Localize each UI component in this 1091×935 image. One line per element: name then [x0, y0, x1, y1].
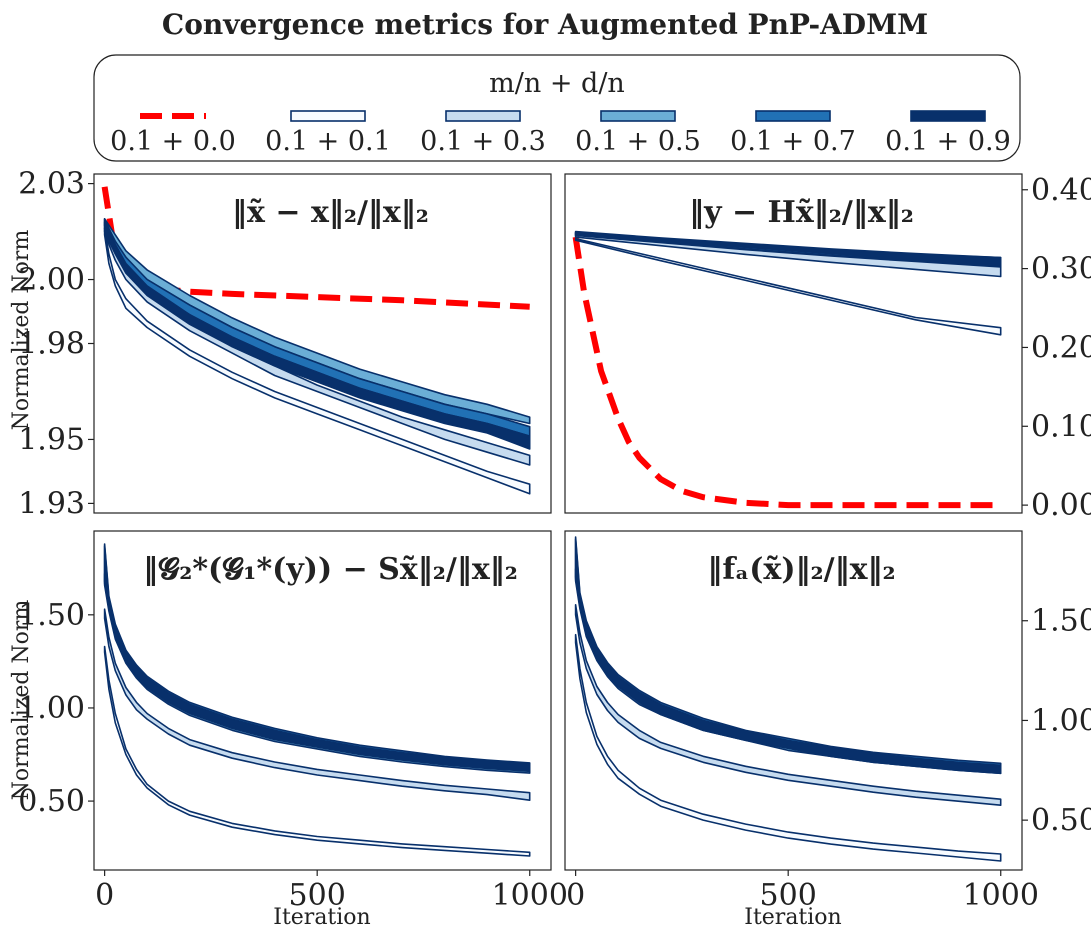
ytick-label: 0.10 — [1031, 409, 1091, 444]
ytick-label: 1.00 — [18, 691, 85, 726]
legend-swatch — [910, 110, 986, 122]
xtick-label: 0 — [566, 878, 585, 913]
ytick-label: 1.50 — [1031, 604, 1091, 639]
ytick-label: 1.95 — [18, 422, 85, 457]
figure-title: Convergence metrics for Augmented PnP-AD… — [162, 8, 928, 41]
axes-frame — [564, 530, 1023, 871]
series-band — [103, 545, 531, 773]
axes-frame — [93, 530, 552, 871]
legend-swatch — [290, 110, 366, 122]
legend: m/n + d/n 0.1 + 0.0 0.1 + 0.1 0.1 + 0.3 0.1… — [93, 54, 1021, 162]
legend-swatch — [755, 110, 831, 122]
ytick-label: 0.50 — [18, 784, 85, 819]
ytick-label: 0.50 — [1031, 803, 1091, 838]
ytick-label: 2.00 — [18, 263, 85, 298]
legend-frame — [93, 54, 1021, 162]
axes-frame — [564, 173, 1023, 514]
legend-swatch — [600, 110, 676, 122]
panel-generator-consistency: 0.50 1.00 1.50 0 500 1000 ‖𝓖₂*(𝓖₁*(y)) − Sx̃‖₂… — [18, 530, 568, 913]
legend-label: 0.1 + 0.1 — [265, 126, 391, 157]
ytick-label: 0.20 — [1031, 330, 1091, 365]
legend-label: 0.1 + 0.3 — [420, 126, 546, 157]
legend-item: 0.1 + 0.7 — [730, 110, 856, 157]
legend-item: 0.1 + 0.5 — [575, 110, 701, 157]
xtick-label: 0 — [95, 878, 114, 913]
ytick-label: 0.00 — [1031, 488, 1091, 523]
ytick-label: 1.50 — [18, 598, 85, 633]
plot-area — [101, 186, 531, 495]
series-band — [103, 218, 531, 425]
legend-item: 0.1 + 0.3 — [420, 110, 546, 157]
plot-area — [572, 230, 1002, 509]
legend-label: 0.1 + 0.7 — [730, 126, 856, 157]
ytick-label: 1.93 — [18, 486, 85, 521]
ytick-label: 0.30 — [1031, 252, 1091, 287]
legend-item: 0.1 + 0.1 — [265, 110, 391, 157]
xtick-label: 1000 — [492, 878, 568, 913]
xlabel-left: Iteration — [273, 905, 370, 930]
panel-measurement-residual: 0.00 0.10 0.20 0.30 0.40 ‖y − Hx̃‖₂/‖x‖₂ — [564, 173, 1091, 523]
ytick-label: 1.98 — [18, 327, 85, 362]
ytick-label: 0.40 — [1031, 173, 1091, 208]
plot-area — [574, 536, 1002, 862]
xlabel-right: Iteration — [744, 905, 841, 930]
legend-item: 0.1 + 0.0 — [110, 113, 236, 157]
series-band — [103, 227, 531, 495]
series-band — [103, 221, 531, 450]
panel-title: ‖fₐ(x̃)‖₂/‖x‖₂ — [707, 552, 895, 587]
panel-title: ‖y − Hx̃‖₂/‖x‖₂ — [689, 195, 914, 230]
legend-label: 0.1 + 0.9 — [885, 126, 1011, 157]
series-band — [574, 604, 1002, 806]
series-band — [574, 633, 1002, 862]
series-band — [574, 538, 1002, 775]
ylabel-top: Normalized Norm — [9, 230, 34, 431]
series-line-baseline — [572, 236, 1001, 509]
series-band — [574, 230, 1002, 267]
panel-title: ‖𝓖₂*(𝓖₁*(y)) − Sx̃‖₂/‖x‖₂ — [143, 552, 518, 587]
panel-reconstruction-error: 1.93 1.95 1.98 2.00 2.03 ‖x̃ − x‖₂/‖x‖₂ — [18, 167, 552, 521]
legend-title: m/n + d/n — [489, 68, 625, 99]
legend-swatch — [445, 110, 521, 122]
ylabel-bottom: Normalized Norm — [9, 600, 34, 801]
xtick-label: 500 — [289, 878, 346, 913]
legend-label: 0.1 + 0.0 — [110, 126, 236, 157]
panel-title: ‖x̃ − x‖₂/‖x‖₂ — [232, 195, 429, 230]
series-band — [103, 645, 531, 857]
series-band — [103, 608, 531, 801]
plot-area — [103, 543, 531, 857]
series-band — [574, 237, 1002, 336]
xtick-label: 1000 — [963, 878, 1039, 913]
xtick-label: 500 — [760, 878, 817, 913]
ytick-label: 2.03 — [18, 167, 85, 202]
legend-item: 0.1 + 0.9 — [885, 110, 1011, 157]
legend-items: 0.1 + 0.0 0.1 + 0.1 0.1 + 0.3 0.1 + 0.5 0.1 … — [110, 110, 1011, 157]
ytick-label: 1.00 — [1031, 703, 1091, 738]
panel-augmentation-norm: 0.50 1.00 1.50 0 500 1000 ‖fₐ(x̃)‖₂/‖x‖₂ — [564, 530, 1091, 913]
legend-label: 0.1 + 0.5 — [575, 126, 701, 157]
